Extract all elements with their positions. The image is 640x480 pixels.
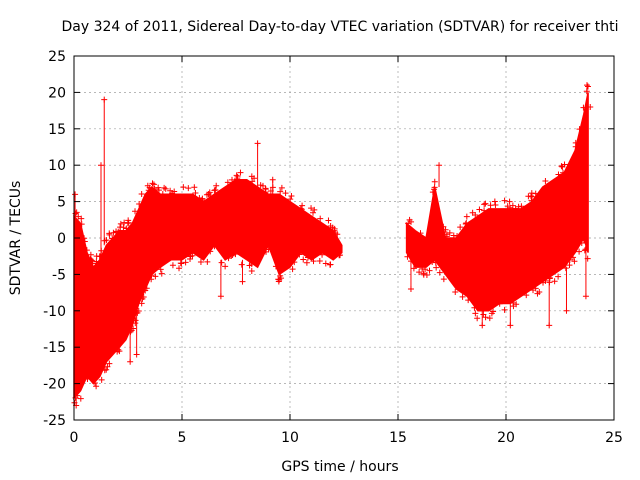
data-band [74, 180, 342, 398]
data-point [317, 258, 323, 264]
data-point [507, 322, 513, 328]
chart-svg: Day 324 of 2011, Sidereal Day-to-day VTE… [0, 0, 640, 480]
data-point [325, 217, 331, 223]
data-point [563, 308, 569, 314]
data-point [219, 260, 225, 266]
data-point [583, 293, 589, 299]
data-point [481, 201, 487, 207]
y-tick-label: -15 [43, 340, 66, 356]
data-point [447, 230, 453, 236]
data-point [101, 97, 107, 103]
x-tick-label: 10 [281, 430, 299, 446]
data-layer [72, 82, 594, 408]
y-tick-label: -10 [43, 304, 66, 320]
y-tick-label: 20 [48, 85, 66, 101]
data-point [239, 279, 245, 285]
y-axis-label: SDTVAR / TECUs [8, 181, 24, 296]
data-point [159, 271, 165, 277]
x-tick-label: 0 [70, 430, 79, 446]
data-point [482, 201, 488, 207]
data-point [218, 293, 224, 299]
data-point [161, 185, 167, 191]
y-tick-label: -5 [52, 267, 66, 283]
y-tick-label: -25 [43, 413, 66, 429]
x-axis-label: GPS time / hours [281, 459, 398, 475]
data-point [488, 202, 494, 208]
data-point [479, 322, 485, 328]
data-point [288, 193, 294, 199]
data-point [408, 286, 414, 292]
y-tick-label: 15 [48, 122, 66, 138]
data-point [502, 307, 508, 313]
data-point [585, 84, 591, 90]
data-point [502, 198, 508, 204]
data-point [237, 170, 243, 176]
data-point [180, 184, 186, 190]
data-point [525, 193, 531, 199]
data-point [476, 207, 482, 213]
y-tick-label: 5 [57, 195, 66, 211]
data-point [134, 351, 140, 357]
x-tick-label: 15 [389, 430, 407, 446]
y-tick-label: 25 [48, 49, 66, 65]
data-point [222, 263, 228, 269]
data-point [436, 162, 442, 168]
data-point [255, 140, 261, 146]
data-point [558, 163, 564, 169]
data-point [328, 262, 334, 268]
data-point [441, 276, 447, 282]
x-tick-label: 25 [605, 430, 623, 446]
data-point [546, 322, 552, 328]
data-point [78, 396, 84, 402]
y-tick-label: 0 [57, 231, 66, 247]
x-tick-label: 20 [497, 430, 515, 446]
data-point [270, 177, 276, 183]
data-point [152, 273, 158, 279]
data-point [584, 82, 590, 88]
data-point [552, 278, 558, 284]
data-point [98, 162, 104, 168]
data-point [283, 190, 289, 196]
y-tick-label: 10 [48, 158, 66, 174]
data-point [432, 179, 438, 185]
data-point [304, 260, 310, 266]
x-tick-label: 5 [178, 430, 187, 446]
data-point [185, 185, 191, 191]
data-point [183, 259, 189, 265]
data-point [249, 268, 255, 274]
data-point [127, 359, 133, 365]
chart: Day 324 of 2011, Sidereal Day-to-day VTE… [0, 0, 640, 480]
data-point [323, 260, 329, 266]
y-tick-label: -20 [43, 377, 66, 393]
data-point [170, 262, 176, 268]
data-point [72, 191, 78, 197]
data-point [191, 184, 197, 190]
data-point [571, 258, 577, 264]
data-point [239, 262, 245, 268]
chart-title: Day 324 of 2011, Sidereal Day-to-day VTE… [62, 19, 619, 35]
data-point [74, 209, 80, 215]
data-point [204, 259, 210, 265]
data-point [464, 214, 470, 220]
data-point [492, 199, 498, 205]
data-point [93, 383, 99, 389]
